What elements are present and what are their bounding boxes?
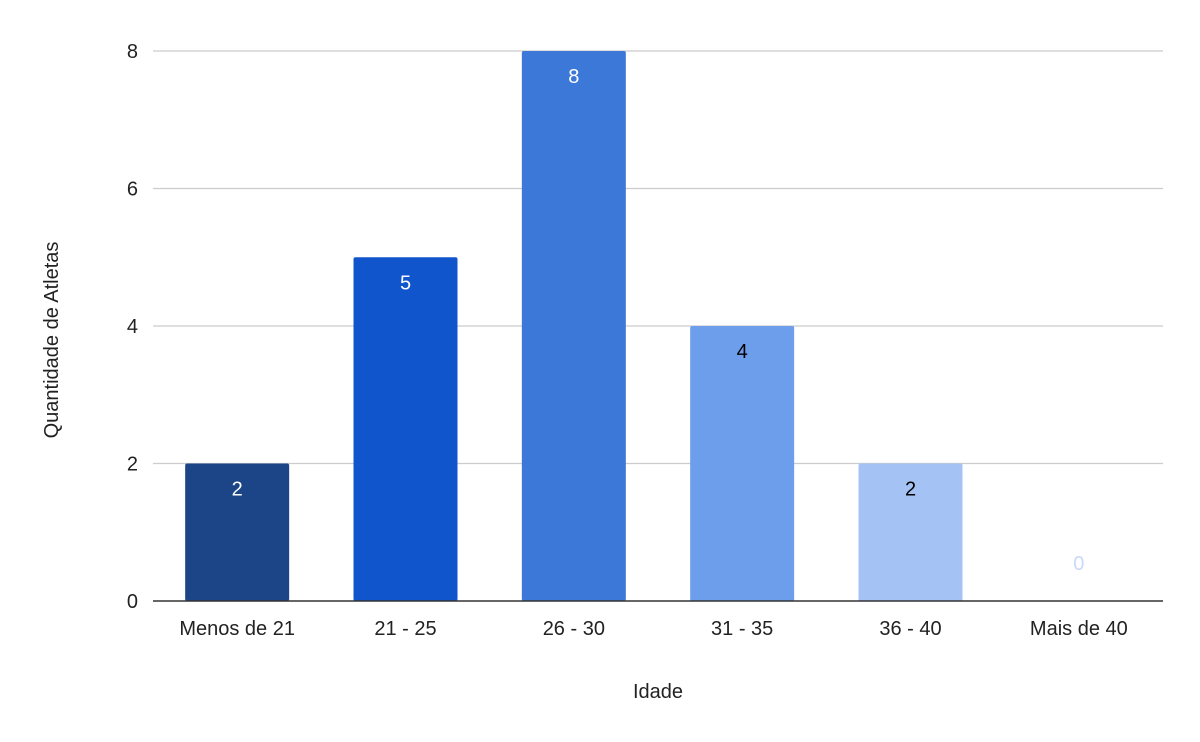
y-tick-label: 2 [127, 454, 138, 476]
data-label: 2 [232, 479, 243, 501]
bar [185, 463, 290, 601]
y-tick-label: 4 [127, 316, 138, 338]
y-axis-title: Quantidade de Atletas [41, 242, 63, 439]
data-label: 8 [568, 66, 579, 88]
y-tick-label: 6 [127, 179, 138, 201]
data-label: 2 [905, 479, 916, 501]
bar [858, 463, 963, 601]
x-tick-label: 21 - 25 [374, 618, 436, 640]
data-labels: 2 5 8 4 2 0 [232, 66, 1085, 575]
y-tick-label: 8 [127, 41, 138, 63]
x-axis-ticks: Menos de 21 21 - 25 26 - 30 31 - 35 36 - 40 M… [179, 618, 1127, 640]
x-tick-label: Mais de 40 [1030, 618, 1128, 640]
data-label: 4 [737, 341, 748, 363]
bar [521, 51, 626, 601]
bars [185, 51, 963, 601]
x-tick-label: 36 - 40 [879, 618, 941, 640]
y-axis-ticks: 0 2 4 6 8 [127, 41, 138, 613]
y-tick-label: 0 [127, 591, 138, 613]
x-tick-label: 26 - 30 [543, 618, 605, 640]
x-tick-label: Menos de 21 [179, 618, 295, 640]
x-tick-label: 31 - 35 [711, 618, 773, 640]
x-axis-title: Idade [633, 681, 683, 703]
data-label: 5 [400, 272, 411, 294]
bar [353, 257, 458, 601]
gridlines [153, 50, 1163, 465]
data-label: 0 [1073, 553, 1084, 575]
bar [690, 326, 795, 601]
